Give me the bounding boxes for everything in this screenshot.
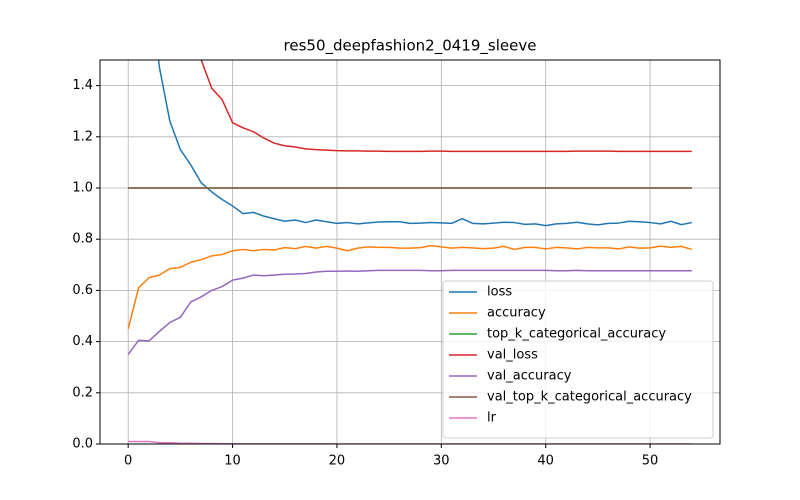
series-line	[157, 60, 692, 227]
legend-label: top_k_categorical_accuracy	[487, 327, 666, 342]
x-tick-label: 0	[124, 454, 132, 469]
y-tick-label: 0.0	[72, 437, 93, 452]
x-tick-label: 30	[433, 454, 450, 469]
chart-title: res50_deepfashion2_0419_sleeve	[284, 37, 537, 56]
legend-label: val_loss	[487, 348, 538, 363]
y-tick-label: 1.4	[72, 78, 93, 93]
legend: loss accuracy top_k_categorical_accuracyva…	[442, 280, 714, 439]
legend-label: val_accuracy	[487, 369, 572, 384]
legend-label: lr	[487, 411, 497, 426]
legend-box	[442, 280, 714, 439]
ticks: 0 10 20 30 40 50 0.0 0.2 0.4 0.6 0.8 1.0 1.2 1.4	[72, 78, 658, 468]
legend-label: loss	[487, 285, 512, 300]
y-tick-label: 1.2	[72, 129, 93, 144]
y-tick-label: 0.2	[72, 385, 93, 400]
y-tick-label: 1.0	[72, 181, 93, 196]
legend-label: accuracy	[487, 306, 546, 321]
axes-frame	[99, 59, 721, 445]
y-tick-label: 0.8	[72, 232, 93, 247]
series-line	[127, 269, 692, 355]
y-tick-label: 0.4	[72, 334, 93, 349]
x-tick-label: 40	[537, 454, 554, 469]
series-line	[127, 244, 693, 329]
series-line	[200, 60, 692, 153]
x-tick-label: 50	[642, 454, 659, 469]
legend-label: val_top_k_categorical_accuracy	[487, 390, 692, 405]
x-tick-label: 10	[224, 454, 241, 469]
y-tick-label: 0.6	[72, 283, 93, 298]
x-tick-label: 20	[329, 454, 346, 469]
